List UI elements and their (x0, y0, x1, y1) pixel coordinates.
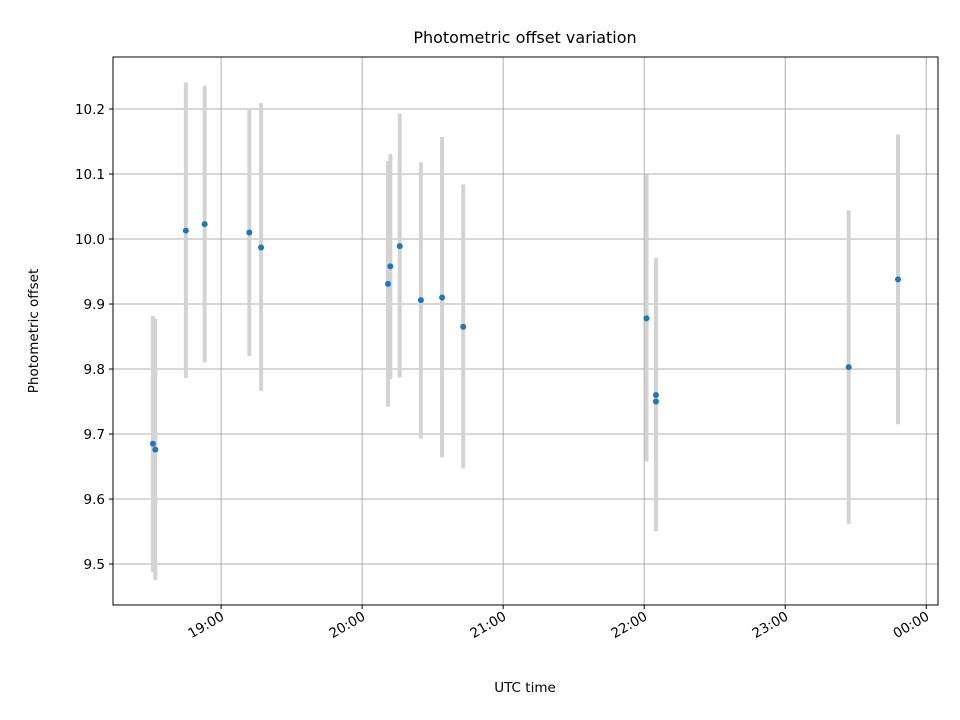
data-point (895, 276, 902, 283)
plot-frame (112, 56, 939, 606)
y-tick-label: 9.6 (84, 492, 105, 508)
y-tick-label: 9.5 (84, 557, 105, 573)
data-point (845, 364, 852, 371)
y-tick-label: 10.0 (75, 232, 105, 248)
data-point (439, 294, 446, 301)
data-point (182, 227, 189, 234)
y-tick-label: 9.8 (84, 362, 105, 378)
y-tick-label: 9.9 (84, 297, 105, 313)
data-point (460, 323, 467, 330)
data-point (152, 446, 159, 453)
y-axis-label: Photometric offset (26, 269, 42, 393)
x-axis-label: UTC time (494, 680, 556, 696)
data-point (385, 280, 391, 287)
data-point (417, 297, 424, 304)
data-point (387, 263, 394, 270)
data-point (201, 221, 208, 228)
data-point (643, 315, 650, 322)
data-point (396, 243, 403, 250)
data-points (149, 221, 902, 453)
chart-title: Photometric offset variation (413, 28, 636, 47)
data-point (246, 229, 253, 236)
y-tick-label: 10.2 (75, 102, 105, 118)
data-point (149, 440, 156, 447)
data-point (652, 398, 659, 405)
y-tick-label: 9.7 (84, 427, 105, 443)
data-point (258, 244, 265, 251)
data-point (652, 392, 659, 399)
y-tick-label: 10.1 (75, 167, 105, 183)
